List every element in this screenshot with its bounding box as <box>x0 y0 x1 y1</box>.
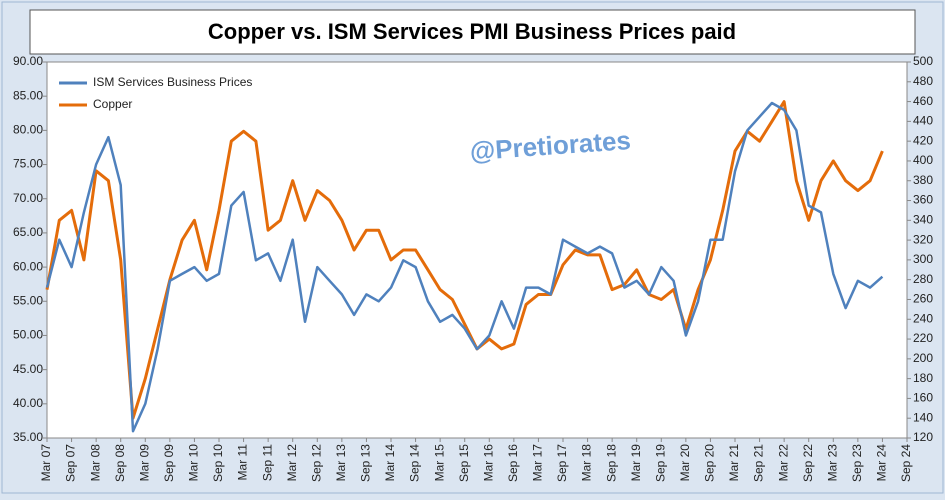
y2-tick-label: 220 <box>913 331 933 345</box>
series-line <box>45 101 884 433</box>
title-box <box>29 9 916 55</box>
y2-tick-label: 240 <box>913 311 933 325</box>
y2-tick-label: 460 <box>913 94 933 108</box>
x-tick-label: Mar 10 <box>187 444 201 482</box>
x-tick-label: Mar 13 <box>334 444 348 482</box>
x-tick-label: Sep 18 <box>604 444 618 482</box>
y2-tick-label: 420 <box>913 133 933 147</box>
y-tick-label: 55.00 <box>13 293 43 307</box>
y2-tick-label: 180 <box>913 371 933 385</box>
x-tick-label: Mar 09 <box>137 444 151 482</box>
x-tick-label: Mar 21 <box>727 444 741 482</box>
y2-tick-label: 360 <box>913 193 933 207</box>
chart-title: Copper vs. ISM Services PMI Business Pri… <box>208 19 736 44</box>
y-tick-label: 50.00 <box>13 328 43 342</box>
y2-tick-label: 500 <box>913 54 933 68</box>
series-line <box>45 100 884 420</box>
y-tick-label: 70.00 <box>13 191 43 205</box>
y-tick-label: 35.00 <box>13 430 43 444</box>
x-tick-label: Sep 21 <box>752 444 766 482</box>
x-tick-label: Mar 22 <box>776 444 790 482</box>
x-tick-label: Mar 19 <box>629 444 643 482</box>
x-tick-label: Mar 23 <box>825 444 839 482</box>
x-tick-label: Mar 20 <box>678 444 692 482</box>
x-tick-label: Sep 23 <box>850 444 864 482</box>
y2-tick-label: 260 <box>913 292 933 306</box>
y2-tick-label: 440 <box>913 114 933 128</box>
x-tick-label: Mar 08 <box>88 444 102 482</box>
x-tick-label: Sep 13 <box>359 444 373 482</box>
y-tick-label: 40.00 <box>13 396 43 410</box>
x-tick-label: Sep 08 <box>113 444 127 482</box>
y2-tick-label: 160 <box>913 391 933 405</box>
x-tick-label: Mar 18 <box>580 444 594 482</box>
y2-tick-label: 380 <box>913 173 933 187</box>
x-tick-label: Sep 17 <box>555 444 569 482</box>
x-tick-label: Sep 10 <box>211 444 225 482</box>
y-tick-label: 80.00 <box>13 123 43 137</box>
x-tick-label: Mar 17 <box>531 444 545 482</box>
x-tick-label: Mar 11 <box>236 444 250 481</box>
y2-tick-label: 400 <box>913 153 933 167</box>
y2-tick-label: 320 <box>913 232 933 246</box>
x-tick-label: Sep 09 <box>162 444 176 482</box>
y-tick-label: 60.00 <box>13 259 43 273</box>
y-tick-label: 75.00 <box>13 157 43 171</box>
y2-tick-label: 120 <box>913 430 933 444</box>
y2-tick-label: 300 <box>913 252 933 266</box>
legend-label: Copper <box>93 97 132 111</box>
y2-tick-label: 140 <box>913 410 933 424</box>
x-tick-label: Sep 07 <box>64 444 78 482</box>
x-tick-label: Sep 11 <box>260 444 274 481</box>
y2-tick-label: 200 <box>913 351 933 365</box>
x-tick-label: Mar 24 <box>875 444 889 482</box>
y2-tick-label: 340 <box>913 212 933 226</box>
y-tick-label: 65.00 <box>13 225 43 239</box>
y2-tick-label: 280 <box>913 272 933 286</box>
x-tick-label: Sep 22 <box>801 444 815 482</box>
x-tick-label: Mar 12 <box>285 444 299 482</box>
plot-area <box>46 61 908 439</box>
x-tick-label: Sep 20 <box>703 444 717 482</box>
legend-label: ISM Services Business Prices <box>93 75 252 89</box>
y-tick-label: 45.00 <box>13 362 43 376</box>
x-tick-label: Sep 24 <box>899 444 913 482</box>
x-tick-label: Sep 14 <box>408 444 422 482</box>
x-tick-label: Mar 07 <box>39 444 53 482</box>
y-tick-label: 90.00 <box>13 54 43 68</box>
x-tick-label: Mar 16 <box>481 444 495 482</box>
y-tick-label: 85.00 <box>13 88 43 102</box>
x-tick-label: Sep 19 <box>653 444 667 482</box>
x-tick-label: Sep 16 <box>506 444 520 482</box>
x-tick-label: Mar 14 <box>383 444 397 482</box>
x-tick-label: Sep 12 <box>309 444 323 482</box>
y2-tick-label: 480 <box>913 74 933 88</box>
x-tick-label: Sep 15 <box>457 444 471 482</box>
x-tick-label: Mar 15 <box>432 444 446 482</box>
